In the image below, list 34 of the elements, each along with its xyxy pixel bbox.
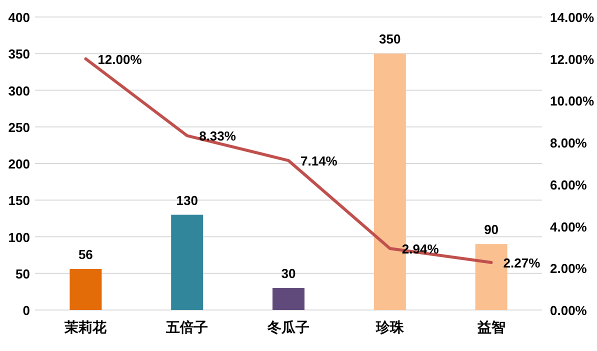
bar (272, 288, 304, 310)
y-tick-label: 50 (16, 266, 30, 282)
y2-tick-label: 0.00% (550, 303, 588, 318)
x-tick-label: 冬瓜子 (266, 319, 310, 335)
y2-tick-label: 4.00% (550, 219, 588, 234)
bar (70, 268, 102, 310)
y-tick-label: 0 (22, 303, 30, 318)
bar (171, 214, 204, 310)
data-label: 30 (281, 266, 296, 282)
data-label: 12.00% (98, 52, 142, 67)
x-tick-label: 益智 (476, 319, 506, 335)
data-label: 7.14% (300, 154, 338, 169)
x-tick-label: 五倍子 (165, 319, 208, 335)
data-label: 56 (78, 246, 93, 262)
y2-tick-label: 14.00% (550, 10, 595, 25)
x-tick-label: 茉莉花 (64, 319, 108, 335)
y-tick-label: 300 (8, 83, 30, 98)
x-tick-label: 珍珠 (374, 319, 405, 335)
y-tick-label: 150 (8, 193, 30, 208)
data-label: 2.27% (503, 255, 541, 270)
data-label: 8.33% (199, 128, 236, 144)
y-tick-label: 200 (8, 156, 30, 172)
y-tick-label: 100 (8, 230, 30, 245)
data-label: 130 (176, 192, 198, 208)
y-tick-label: 250 (8, 120, 30, 135)
y2-tick-label: 8.00% (550, 136, 588, 151)
y2-tick-label: 6.00% (550, 177, 588, 192)
y2-tick-label: 2.00% (550, 261, 588, 276)
y2-tick-label: 10.00% (550, 94, 595, 109)
data-label: 350 (379, 32, 401, 47)
y2-tick-label: 12.00% (550, 52, 595, 67)
data-label: 90 (484, 222, 499, 238)
y-tick-label: 400 (8, 10, 30, 25)
y-tick-label: 350 (8, 46, 30, 62)
